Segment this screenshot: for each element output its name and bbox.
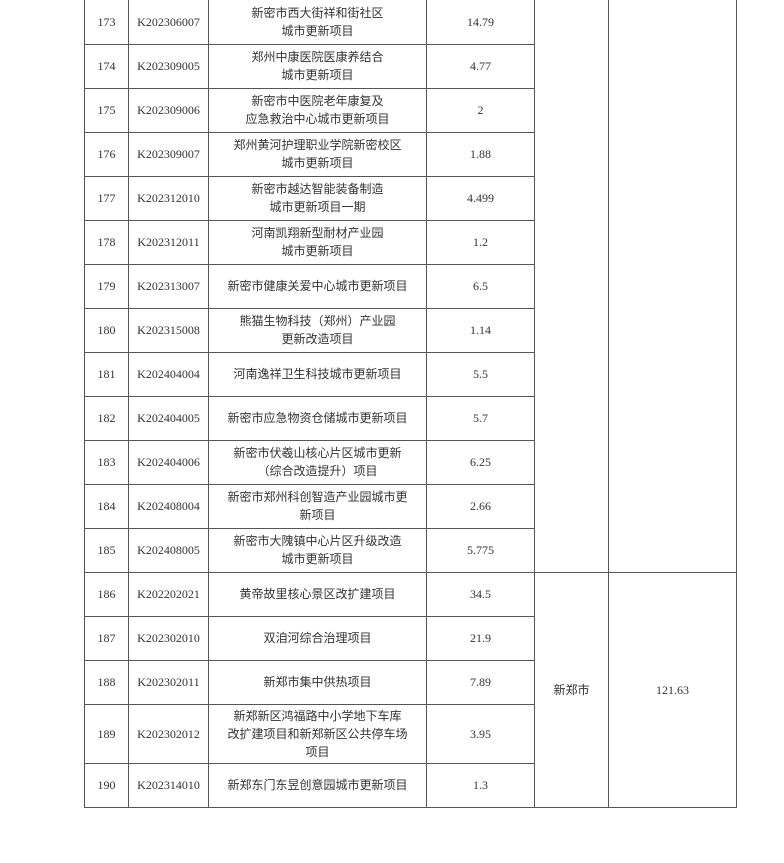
table-cell: 5.7: [427, 396, 535, 440]
table-cell: 1.14: [427, 308, 535, 352]
table-cell: 新密市中医院老年康复及应急救治中心城市更新项目: [209, 88, 427, 132]
table-cell: 14.79: [427, 0, 535, 44]
table-cell: 177: [85, 176, 129, 220]
table-cell: 185: [85, 528, 129, 572]
table-cell: 181: [85, 352, 129, 396]
table-cell: 183: [85, 440, 129, 484]
table-cell: K202404004: [129, 352, 209, 396]
table-cell: 4.499: [427, 176, 535, 220]
table-cell: K202404006: [129, 440, 209, 484]
table-cell: K202315008: [129, 308, 209, 352]
table-cell: 新密市应急物资仓储城市更新项目: [209, 396, 427, 440]
table-cell: K202309007: [129, 132, 209, 176]
data-table-wrapper: 173K202306007新密市西大街祥和街社区城市更新项目14.79174K2…: [84, 0, 736, 808]
table-cell: 1.88: [427, 132, 535, 176]
table-cell: 186: [85, 572, 129, 616]
table-cell: 189: [85, 704, 129, 763]
table-cell: 180: [85, 308, 129, 352]
table-cell: 21.9: [427, 616, 535, 660]
table-cell: K202306007: [129, 0, 209, 44]
table-cell: 4.77: [427, 44, 535, 88]
table-cell: 5.775: [427, 528, 535, 572]
table-cell: K202202021: [129, 572, 209, 616]
table-cell: 新郑东门东昱创意园城市更新项目: [209, 763, 427, 807]
table-cell: K202302011: [129, 660, 209, 704]
table-cell: 新密市越达智能装备制造城市更新项目一期: [209, 176, 427, 220]
table-row: 186K202202021黄帝故里核心景区改扩建项目34.5新郑市121.63: [85, 572, 737, 616]
table-cell: 174: [85, 44, 129, 88]
table-cell: 3.95: [427, 704, 535, 763]
table-cell: K202313007: [129, 264, 209, 308]
table-cell: 新密市郑州科创智造产业园城市更新项目: [209, 484, 427, 528]
table-cell: 190: [85, 763, 129, 807]
table-cell: K202408005: [129, 528, 209, 572]
table-cell: 郑州黄河护理职业学院新密校区城市更新项目: [209, 132, 427, 176]
table-cell: 6.25: [427, 440, 535, 484]
table-cell: K202309006: [129, 88, 209, 132]
table-cell: K202312010: [129, 176, 209, 220]
table-cell: 郑州中康医院医康养结合城市更新项目: [209, 44, 427, 88]
table-cell: K202408004: [129, 484, 209, 528]
table-cell: 187: [85, 616, 129, 660]
total-cell: 121.63: [609, 572, 737, 807]
table-cell: 7.89: [427, 660, 535, 704]
table-cell: K202312011: [129, 220, 209, 264]
table-cell: 新密市西大街祥和街社区城市更新项目: [209, 0, 427, 44]
table-cell: K202302012: [129, 704, 209, 763]
table-cell: 34.5: [427, 572, 535, 616]
table-cell: K202302010: [129, 616, 209, 660]
table-cell: 1.3: [427, 763, 535, 807]
table-cell: 184: [85, 484, 129, 528]
table-cell: 双洎河综合治理项目: [209, 616, 427, 660]
table-cell: 5.5: [427, 352, 535, 396]
table-cell: 2: [427, 88, 535, 132]
table-cell: 河南凯翔新型耐材产业园城市更新项目: [209, 220, 427, 264]
table-cell: K202404005: [129, 396, 209, 440]
table-cell: K202314010: [129, 763, 209, 807]
table-cell: 熊猫生物科技（郑州）产业园更新改造项目: [209, 308, 427, 352]
table-cell: 178: [85, 220, 129, 264]
table-cell: 2.66: [427, 484, 535, 528]
table-cell: 188: [85, 660, 129, 704]
total-cell: [609, 0, 737, 572]
table-cell: 6.5: [427, 264, 535, 308]
table-cell: 新密市大隗镇中心片区升级改造城市更新项目: [209, 528, 427, 572]
table-cell: 179: [85, 264, 129, 308]
table-cell: K202309005: [129, 44, 209, 88]
city-cell: 新郑市: [535, 572, 609, 807]
table-cell: 新郑新区鸿福路中小学地下车库改扩建项目和新郑新区公共停车场项目: [209, 704, 427, 763]
project-table: 173K202306007新密市西大街祥和街社区城市更新项目14.79174K2…: [84, 0, 737, 808]
table-row: 173K202306007新密市西大街祥和街社区城市更新项目14.79: [85, 0, 737, 44]
table-cell: 新密市伏羲山核心片区城市更新（综合改造提升）项目: [209, 440, 427, 484]
table-cell: 黄帝故里核心景区改扩建项目: [209, 572, 427, 616]
table-cell: 新密市健康关爱中心城市更新项目: [209, 264, 427, 308]
table-cell: 1.2: [427, 220, 535, 264]
table-cell: 173: [85, 0, 129, 44]
table-cell: 175: [85, 88, 129, 132]
city-cell: [535, 0, 609, 572]
table-cell: 河南逸祥卫生科技城市更新项目: [209, 352, 427, 396]
table-cell: 新郑市集中供热项目: [209, 660, 427, 704]
table-cell: 176: [85, 132, 129, 176]
table-cell: 182: [85, 396, 129, 440]
